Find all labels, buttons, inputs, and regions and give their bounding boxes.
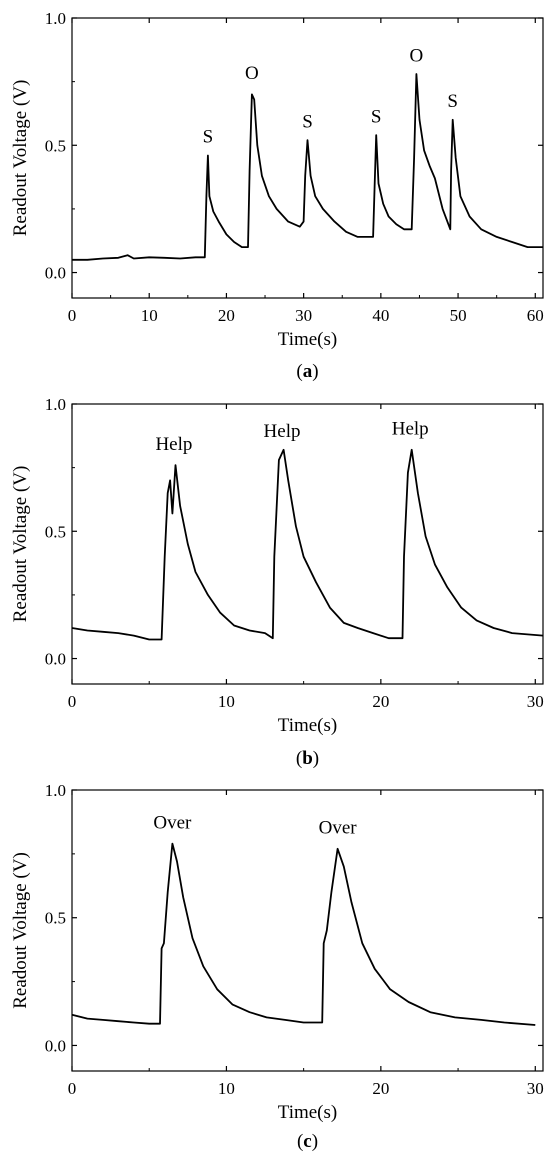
peak-annotation: Help — [264, 421, 301, 442]
x-tick-label: 10 — [218, 1079, 235, 1098]
series-line — [71, 448, 544, 641]
plot-frame — [71, 403, 544, 685]
chart-panel-c: 0 10 20 30 0.0 0.5 1.0 Time(s) Readout Voltage (… — [10, 781, 544, 1152]
x-axis-title: Time(s) — [278, 1102, 337, 1123]
x-tick-label: 0 — [68, 1079, 77, 1098]
chart-panel-a: 0 10 20 30 40 50 60 0.0 0.5 1.0 Time(s) Readout Vol… — [10, 9, 544, 382]
y-tick-label: 0.5 — [45, 522, 66, 541]
peak-annotation: S — [447, 91, 458, 112]
peak-annotation: Help — [155, 434, 192, 455]
y-axis-title: Readout Voltage (V) — [10, 80, 31, 237]
plot-frame — [71, 789, 544, 1072]
x-tick-label: 60 — [527, 306, 544, 325]
peak-annotation: S — [302, 111, 313, 132]
x-tick-label: 10 — [218, 692, 235, 711]
x-tick-label: 30 — [295, 306, 312, 325]
x-tick-label: 30 — [527, 1079, 544, 1098]
x-tick-label: 40 — [372, 306, 389, 325]
x-tick-label: 20 — [372, 1079, 389, 1098]
y-axis-title: Readout Voltage (V) — [10, 852, 31, 1009]
y-tick-label: 0.5 — [45, 136, 66, 155]
x-tick-label: 30 — [527, 692, 544, 711]
chart-panel-b: 0 10 20 30 0.0 0.5 1.0 Time(s) Readout Voltage (… — [10, 395, 544, 769]
peak-annotation: O — [410, 45, 424, 66]
y-tick-label: 0.0 — [45, 264, 66, 283]
peak-annotation: Over — [153, 812, 192, 833]
y-tick-label: 1.0 — [45, 395, 66, 414]
y-tick-label: 1.0 — [45, 9, 66, 28]
peak-annotation: S — [203, 127, 214, 148]
plot-frame — [71, 17, 544, 299]
x-tick-label: 10 — [141, 306, 158, 325]
y-tick-label: 0.0 — [45, 1036, 66, 1055]
series-line — [71, 842, 536, 1026]
peak-annotation: S — [371, 106, 382, 127]
x-axis-title: Time(s) — [278, 329, 337, 350]
x-tick-label: 20 — [372, 692, 389, 711]
y-axis-title: Readout Voltage (V) — [10, 466, 31, 623]
x-tick-label: 50 — [450, 306, 467, 325]
panel-caption: (c) — [297, 1131, 318, 1152]
panel-caption: (b) — [296, 748, 319, 769]
y-tick-label: 1.0 — [45, 781, 66, 800]
peak-annotation: O — [245, 63, 259, 84]
panel-caption: (a) — [296, 361, 318, 382]
x-tick-label: 0 — [68, 692, 77, 711]
peak-annotation: Over — [319, 817, 358, 838]
y-tick-label: 0.0 — [45, 650, 66, 669]
peak-annotation: Help — [392, 419, 429, 440]
y-tick-label: 0.5 — [45, 909, 66, 928]
x-axis-title: Time(s) — [278, 715, 337, 736]
series-line — [72, 73, 543, 261]
x-tick-label: 20 — [218, 306, 235, 325]
x-tick-label: 0 — [68, 306, 77, 325]
